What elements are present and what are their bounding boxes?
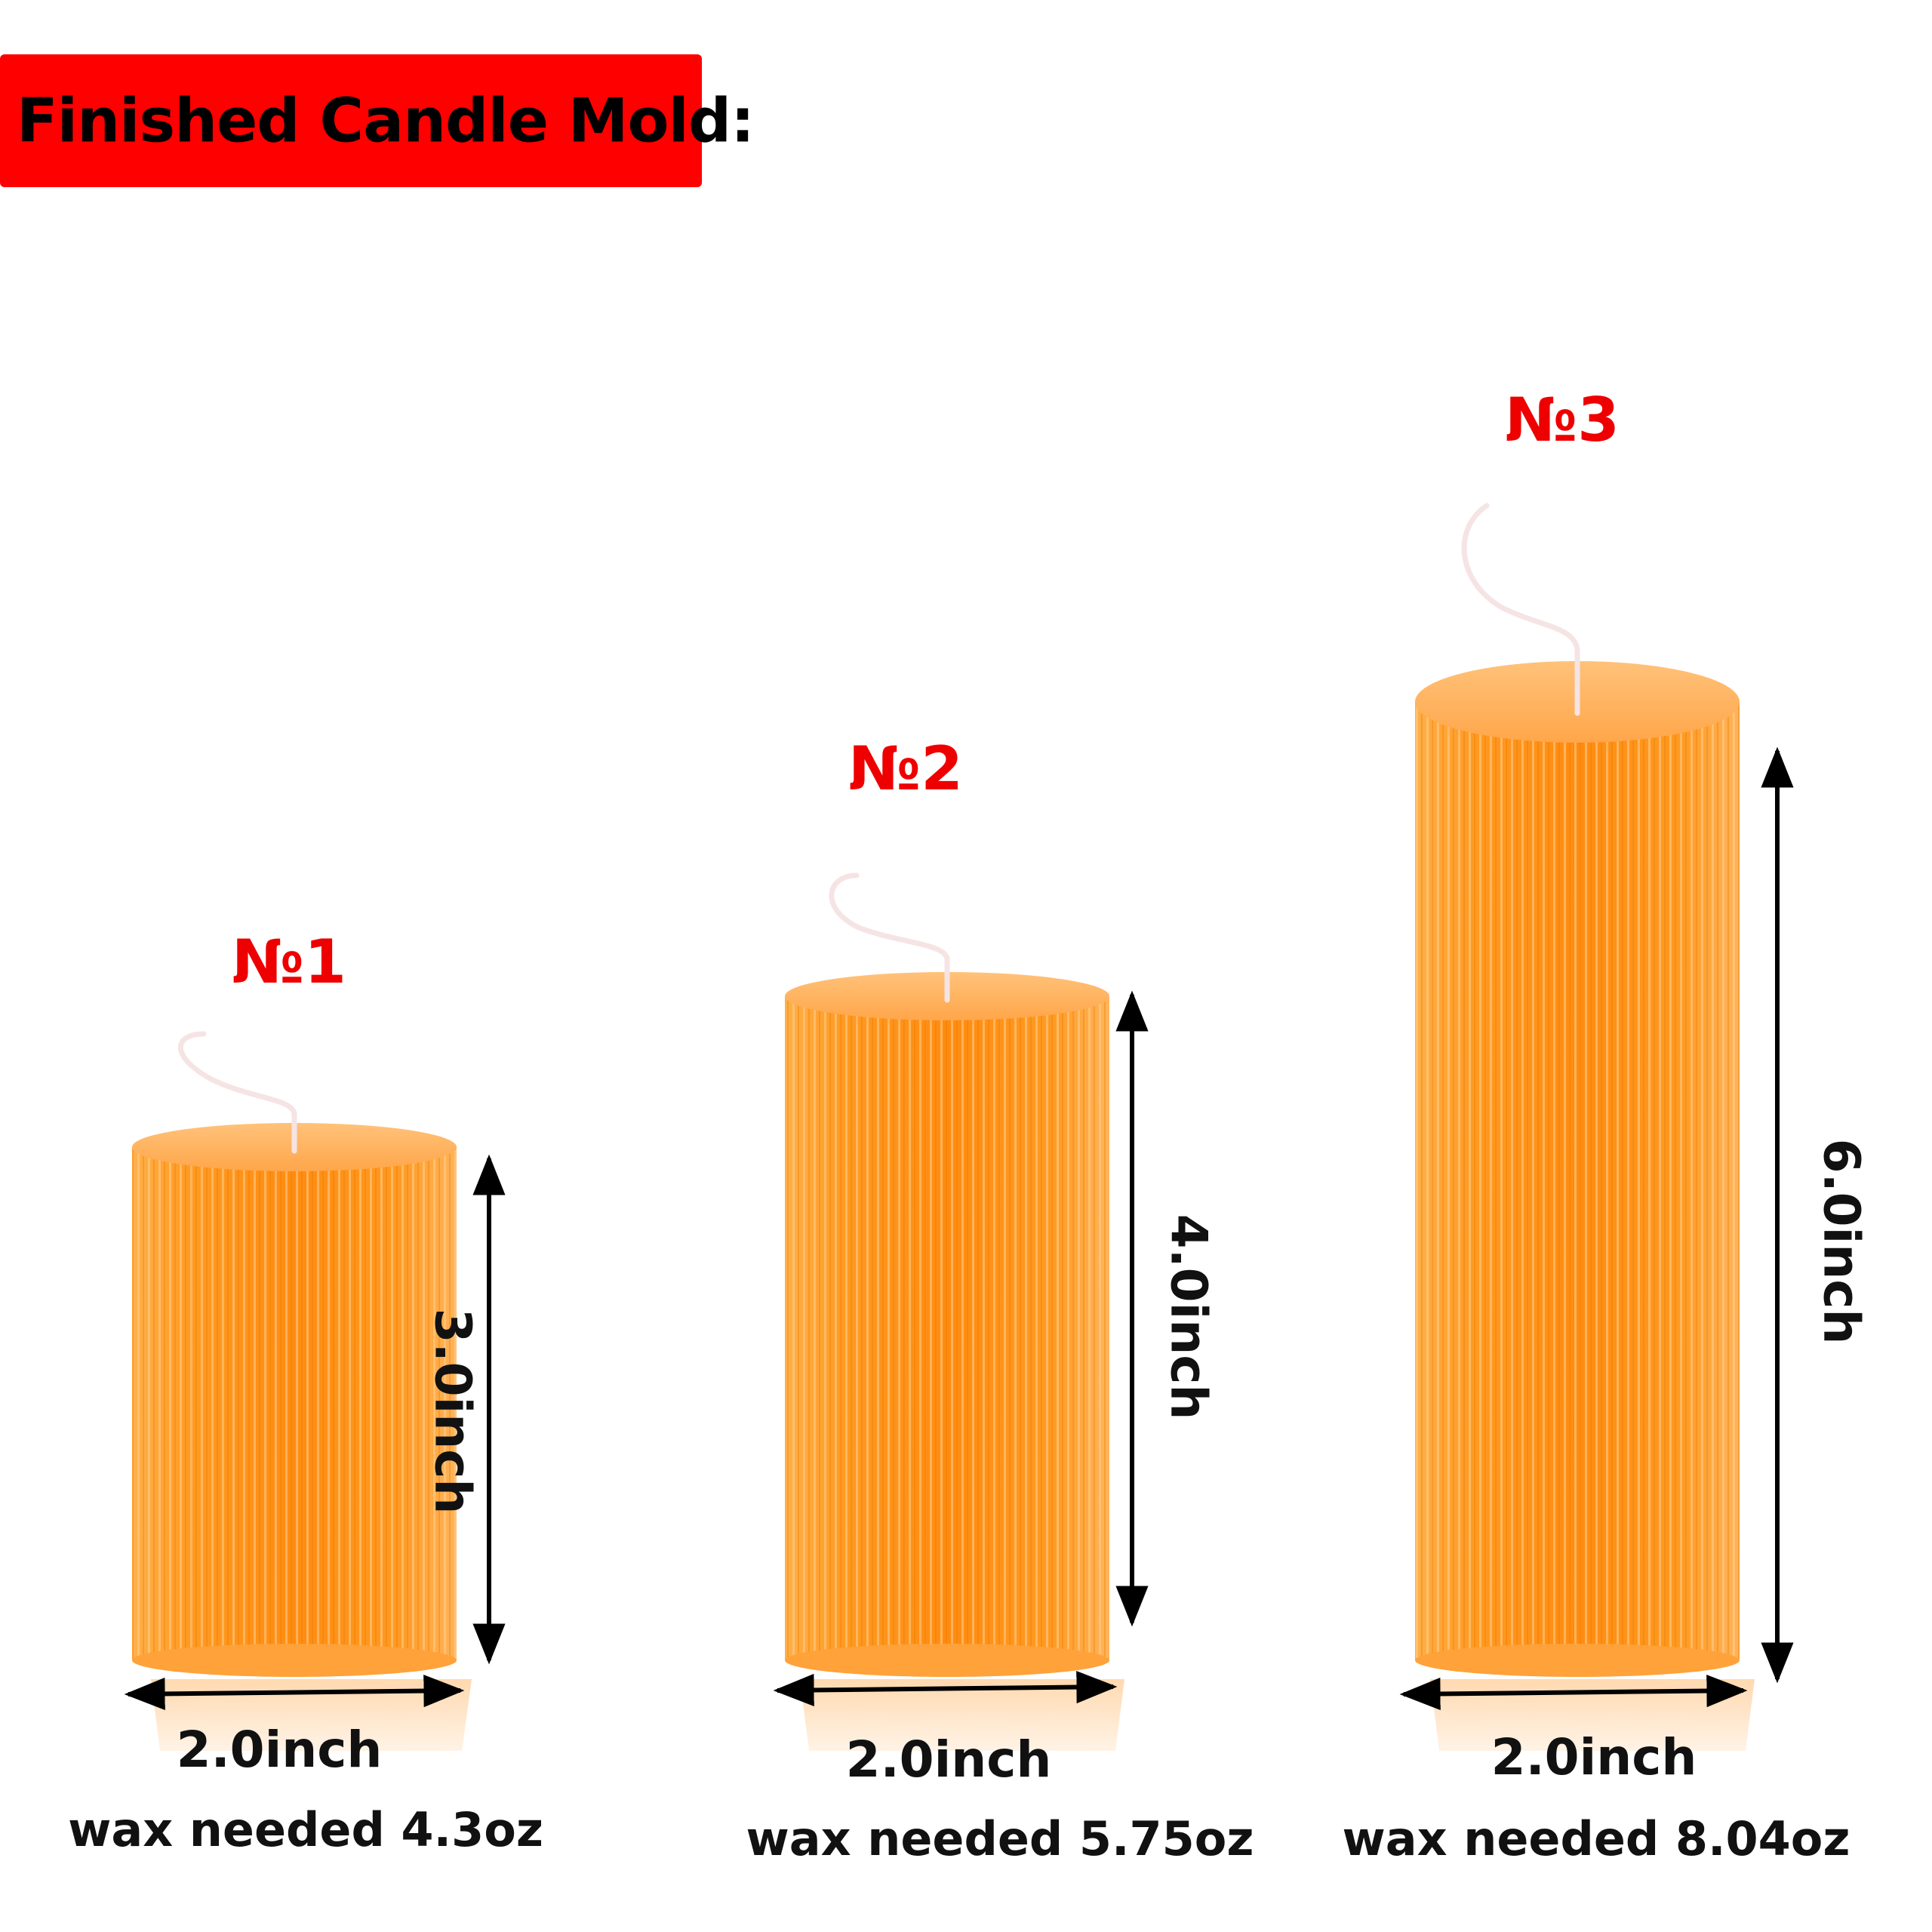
candle-1-height-label: 3.0inch [423, 1308, 482, 1515]
width-arrow-1 [124, 1674, 465, 1711]
candle-3-diameter-label: 2.0inch [1491, 1728, 1697, 1786]
candle-1-diameter-label: 2.0inch [176, 1721, 383, 1779]
candle-3 [1415, 503, 1755, 1751]
candle-2-height-label: 4.0inch [1159, 1214, 1218, 1420]
candle-1 [132, 1031, 472, 1751]
banner-title: Finished Candle Mold: [17, 85, 755, 156]
title-banner: Finished Candle Mold: [0, 54, 755, 187]
candle-3-number: №3 [1505, 385, 1620, 455]
candle-2-number: №2 [848, 734, 963, 804]
candle-1-wick [177, 1031, 297, 1154]
candle-3-wick [1461, 503, 1580, 716]
candle-1-wax-label: wax needed 4.3oz [68, 1802, 543, 1857]
candle-3-wax-label: wax needed 8.04oz [1342, 1811, 1850, 1866]
candle-2 [785, 872, 1124, 1751]
width-arrow-2 [773, 1670, 1118, 1707]
width-arrow-3 [1399, 1674, 1748, 1711]
candle-2-wick [829, 872, 950, 1003]
candle-3-height-label: 6.0inch [1812, 1138, 1871, 1345]
candle-1-number: №1 [232, 927, 346, 997]
candle-2-wax-label: wax needed 5.75oz [746, 1811, 1254, 1866]
candle-2-diameter-label: 2.0inch [845, 1730, 1052, 1789]
